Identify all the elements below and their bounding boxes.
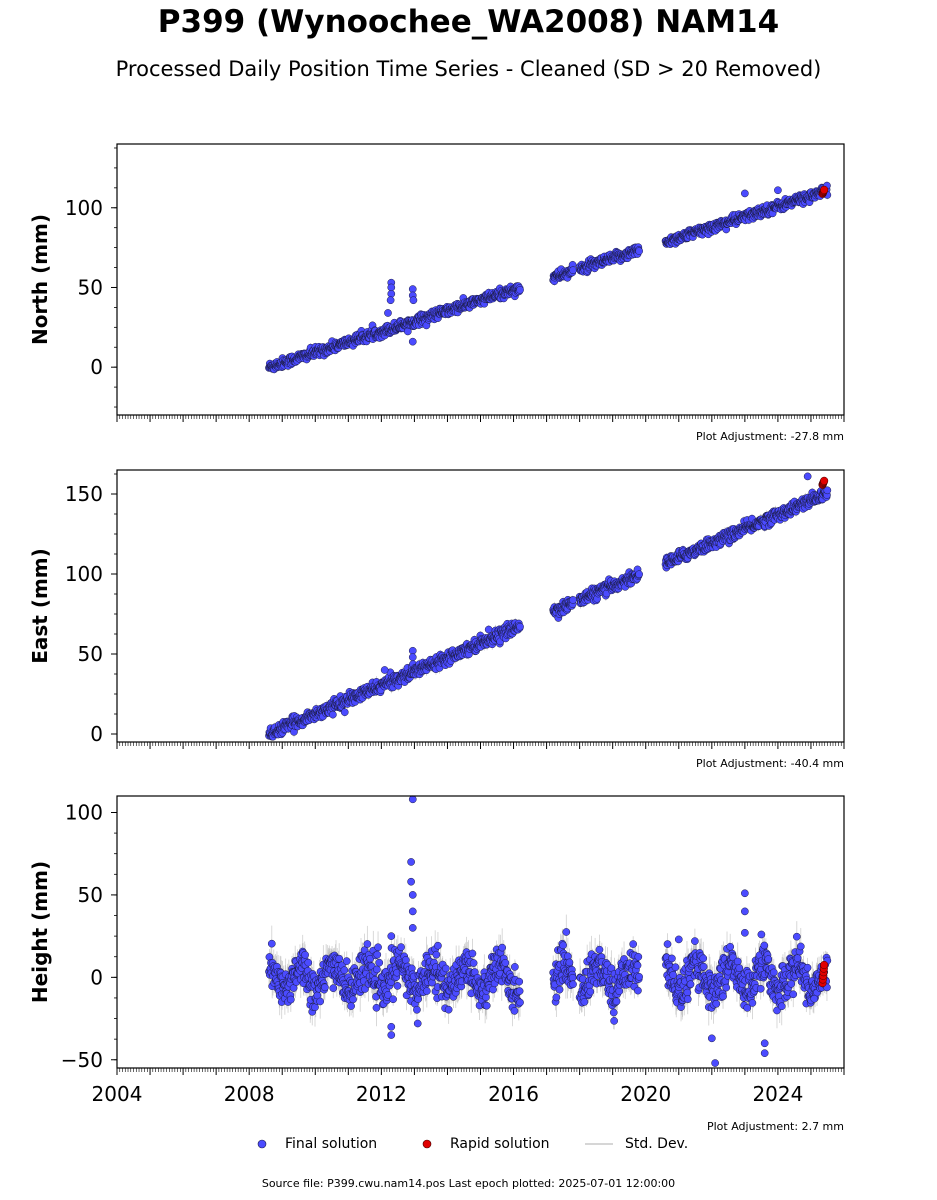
- final-solution-point: [516, 286, 524, 294]
- points-north: [265, 181, 832, 374]
- plot-adjustment-north: Plot Adjustment: -27.8 mm: [696, 430, 844, 443]
- final-solution-outlier: [409, 296, 418, 305]
- final-solution-point: [340, 708, 349, 717]
- final-solution-point: [569, 266, 577, 275]
- final-solution-outlier: [387, 283, 396, 292]
- y-tick-label: 0: [90, 355, 103, 379]
- final-solution-outlier: [384, 309, 392, 317]
- final-solution-outlier: [408, 285, 417, 293]
- final-solution-point: [635, 570, 643, 579]
- chart-subtitle: Processed Daily Position Time Series - C…: [115, 57, 822, 81]
- final-solution-point: [635, 247, 643, 255]
- final-solution-point: [516, 622, 524, 631]
- chart-title: P399 (Wynoochee_WA2008) NAM14: [157, 4, 780, 40]
- final-solution-outlier: [741, 189, 749, 198]
- final-solution-outlier: [387, 289, 396, 298]
- final-solution-point: [484, 625, 493, 634]
- y-tick-label: 100: [65, 196, 103, 220]
- final-solution-outlier: [774, 186, 782, 195]
- points-east: [265, 472, 832, 741]
- y-axis-label-north: North (mm): [28, 214, 52, 345]
- y-tick-label: 50: [78, 275, 103, 299]
- final-solution-outlier: [408, 337, 417, 346]
- rapid-solution-point: [820, 185, 829, 194]
- final-solution-point: [329, 710, 337, 719]
- final-solution-point: [569, 596, 577, 604]
- panel-north: 0 50 100 North (mm) Plot Adjustment: -27.8 m…: [28, 143, 845, 443]
- final-solution-outlier: [386, 296, 395, 305]
- plot-frame-north: [116, 143, 845, 416]
